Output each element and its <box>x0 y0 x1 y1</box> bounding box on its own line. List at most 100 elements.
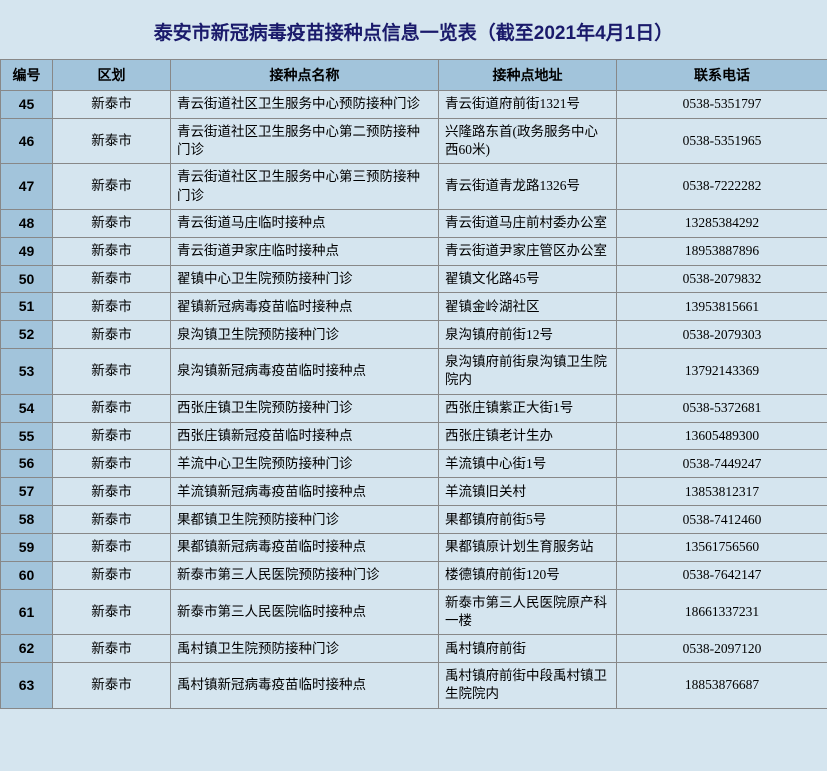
col-header-name: 接种点名称 <box>171 60 439 91</box>
cell-phone: 18953887896 <box>617 237 827 265</box>
cell-num: 56 <box>1 450 53 478</box>
table-row: 54新泰市西张庄镇卫生院预防接种门诊西张庄镇紫正大街1号0538-5372681 <box>1 394 827 422</box>
col-header-district: 区划 <box>53 60 171 91</box>
cell-addr: 禹村镇府前街中段禹村镇卫生院院内 <box>439 663 617 708</box>
table-row: 56新泰市羊流中心卫生院预防接种门诊羊流镇中心街1号0538-7449247 <box>1 450 827 478</box>
cell-district: 新泰市 <box>53 293 171 321</box>
cell-num: 58 <box>1 506 53 534</box>
cell-phone: 0538-2097120 <box>617 635 827 663</box>
table-row: 62新泰市禹村镇卫生院预防接种门诊禹村镇府前街0538-2097120 <box>1 635 827 663</box>
table-row: 59新泰市果都镇新冠病毒疫苗临时接种点果都镇原计划生育服务站1356175656… <box>1 534 827 562</box>
cell-name: 禹村镇新冠病毒疫苗临时接种点 <box>171 663 439 708</box>
cell-num: 55 <box>1 422 53 450</box>
table-row: 46新泰市青云街道社区卫生服务中心第二预防接种门诊兴隆路东首(政务服务中心西60… <box>1 118 827 163</box>
table-row: 57新泰市羊流镇新冠病毒疫苗临时接种点羊流镇旧关村13853812317 <box>1 478 827 506</box>
cell-district: 新泰市 <box>53 349 171 394</box>
cell-district: 新泰市 <box>53 450 171 478</box>
cell-phone: 13853812317 <box>617 478 827 506</box>
table-row: 60新泰市新泰市第三人民医院预防接种门诊楼德镇府前街120号0538-76421… <box>1 562 827 590</box>
cell-district: 新泰市 <box>53 237 171 265</box>
table-body: 45新泰市青云街道社区卫生服务中心预防接种门诊青云街道府前街1321号0538-… <box>1 91 827 709</box>
cell-addr: 青云街道府前街1321号 <box>439 91 617 119</box>
cell-phone: 13605489300 <box>617 422 827 450</box>
cell-name: 翟镇中心卫生院预防接种门诊 <box>171 265 439 293</box>
cell-phone: 13792143369 <box>617 349 827 394</box>
cell-num: 49 <box>1 237 53 265</box>
cell-num: 47 <box>1 164 53 209</box>
cell-num: 46 <box>1 118 53 163</box>
cell-district: 新泰市 <box>53 209 171 237</box>
table-row: 52新泰市泉沟镇卫生院预防接种门诊泉沟镇府前街12号0538-2079303 <box>1 321 827 349</box>
page-title: 泰安市新冠病毒疫苗接种点信息一览表（截至2021年4月1日） <box>0 0 827 59</box>
cell-name: 泉沟镇卫生院预防接种门诊 <box>171 321 439 349</box>
cell-district: 新泰市 <box>53 164 171 209</box>
col-header-addr: 接种点地址 <box>439 60 617 91</box>
col-header-num: 编号 <box>1 60 53 91</box>
table-row: 48新泰市青云街道马庄临时接种点青云街道马庄前村委办公室13285384292 <box>1 209 827 237</box>
cell-district: 新泰市 <box>53 91 171 119</box>
cell-addr: 泉沟镇府前街12号 <box>439 321 617 349</box>
cell-addr: 青云街道尹家庄管区办公室 <box>439 237 617 265</box>
cell-addr: 泉沟镇府前街泉沟镇卫生院院内 <box>439 349 617 394</box>
cell-addr: 兴隆路东首(政务服务中心西60米) <box>439 118 617 163</box>
cell-phone: 0538-7449247 <box>617 450 827 478</box>
cell-num: 45 <box>1 91 53 119</box>
table-header-row: 编号 区划 接种点名称 接种点地址 联系电话 <box>1 60 827 91</box>
cell-phone: 0538-2079303 <box>617 321 827 349</box>
cell-addr: 果都镇府前街5号 <box>439 506 617 534</box>
cell-name: 禹村镇卫生院预防接种门诊 <box>171 635 439 663</box>
cell-phone: 0538-5351797 <box>617 91 827 119</box>
cell-num: 51 <box>1 293 53 321</box>
cell-name: 青云街道尹家庄临时接种点 <box>171 237 439 265</box>
cell-district: 新泰市 <box>53 663 171 708</box>
cell-num: 62 <box>1 635 53 663</box>
table-row: 53新泰市泉沟镇新冠病毒疫苗临时接种点泉沟镇府前街泉沟镇卫生院院内1379214… <box>1 349 827 394</box>
cell-district: 新泰市 <box>53 506 171 534</box>
table-row: 55新泰市西张庄镇新冠疫苗临时接种点西张庄镇老计生办13605489300 <box>1 422 827 450</box>
cell-num: 54 <box>1 394 53 422</box>
cell-name: 青云街道社区卫生服务中心第二预防接种门诊 <box>171 118 439 163</box>
cell-addr: 西张庄镇紫正大街1号 <box>439 394 617 422</box>
cell-phone: 13561756560 <box>617 534 827 562</box>
cell-phone: 18661337231 <box>617 589 827 634</box>
table-row: 61新泰市新泰市第三人民医院临时接种点新泰市第三人民医院原产科一楼1866133… <box>1 589 827 634</box>
cell-phone: 0538-2079832 <box>617 265 827 293</box>
cell-addr: 果都镇原计划生育服务站 <box>439 534 617 562</box>
cell-num: 57 <box>1 478 53 506</box>
cell-name: 羊流镇新冠病毒疫苗临时接种点 <box>171 478 439 506</box>
table-row: 58新泰市果都镇卫生院预防接种门诊果都镇府前街5号0538-7412460 <box>1 506 827 534</box>
cell-num: 48 <box>1 209 53 237</box>
cell-name: 新泰市第三人民医院临时接种点 <box>171 589 439 634</box>
cell-district: 新泰市 <box>53 589 171 634</box>
cell-name: 青云街道马庄临时接种点 <box>171 209 439 237</box>
cell-district: 新泰市 <box>53 394 171 422</box>
cell-addr: 青云街道马庄前村委办公室 <box>439 209 617 237</box>
cell-addr: 羊流镇旧关村 <box>439 478 617 506</box>
cell-district: 新泰市 <box>53 422 171 450</box>
col-header-phone: 联系电话 <box>617 60 827 91</box>
cell-district: 新泰市 <box>53 534 171 562</box>
table-row: 51新泰市翟镇新冠病毒疫苗临时接种点翟镇金岭湖社区13953815661 <box>1 293 827 321</box>
cell-num: 53 <box>1 349 53 394</box>
cell-name: 西张庄镇卫生院预防接种门诊 <box>171 394 439 422</box>
cell-addr: 禹村镇府前街 <box>439 635 617 663</box>
table-row: 63新泰市禹村镇新冠病毒疫苗临时接种点禹村镇府前街中段禹村镇卫生院院内18853… <box>1 663 827 708</box>
cell-name: 羊流中心卫生院预防接种门诊 <box>171 450 439 478</box>
cell-phone: 0538-7642147 <box>617 562 827 590</box>
cell-addr: 翟镇金岭湖社区 <box>439 293 617 321</box>
cell-phone: 0538-7412460 <box>617 506 827 534</box>
cell-num: 63 <box>1 663 53 708</box>
cell-num: 61 <box>1 589 53 634</box>
cell-phone: 0538-7222282 <box>617 164 827 209</box>
cell-name: 泉沟镇新冠病毒疫苗临时接种点 <box>171 349 439 394</box>
cell-phone: 18853876687 <box>617 663 827 708</box>
cell-district: 新泰市 <box>53 265 171 293</box>
table-row: 47新泰市青云街道社区卫生服务中心第三预防接种门诊青云街道青龙路1326号053… <box>1 164 827 209</box>
cell-name: 青云街道社区卫生服务中心预防接种门诊 <box>171 91 439 119</box>
cell-num: 59 <box>1 534 53 562</box>
cell-addr: 青云街道青龙路1326号 <box>439 164 617 209</box>
cell-addr: 西张庄镇老计生办 <box>439 422 617 450</box>
cell-name: 新泰市第三人民医院预防接种门诊 <box>171 562 439 590</box>
vaccine-sites-table: 编号 区划 接种点名称 接种点地址 联系电话 45新泰市青云街道社区卫生服务中心… <box>0 59 827 709</box>
cell-district: 新泰市 <box>53 118 171 163</box>
